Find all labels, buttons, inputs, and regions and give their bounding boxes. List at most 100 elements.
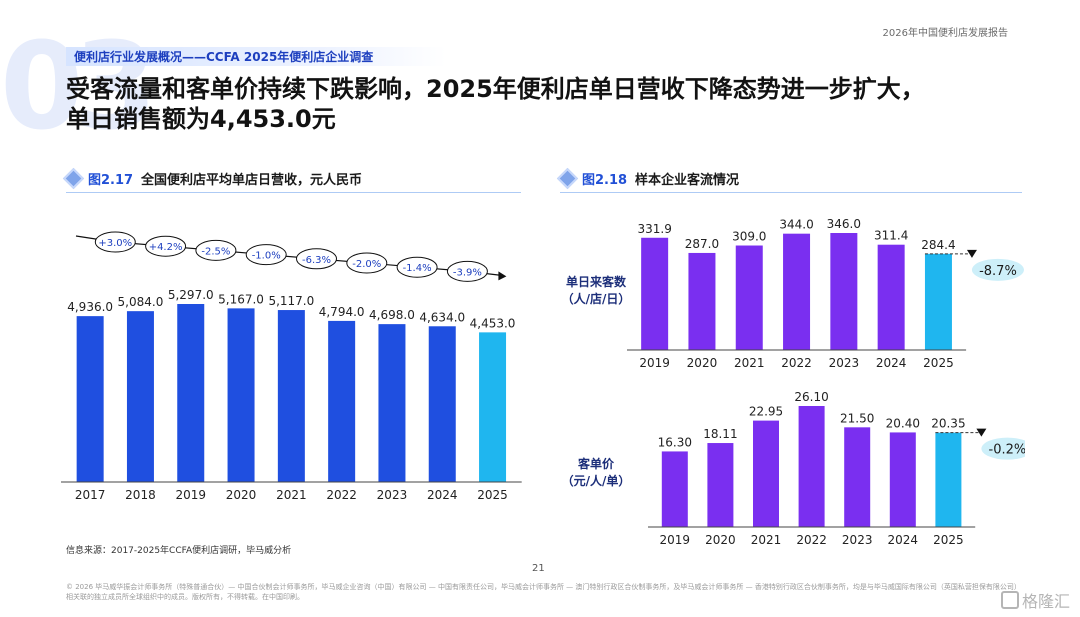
bar xyxy=(753,420,779,527)
x-tick-label: 2022 xyxy=(326,488,357,502)
figure-number: 图2.17 xyxy=(88,173,134,188)
growth-label: -6.3% xyxy=(302,255,331,266)
x-tick-label: 2021 xyxy=(734,356,765,370)
data-label: 5,117.0 xyxy=(268,294,314,308)
average-ticket-bar-chart: 16.30 2019 18.11 2020 22.95 2021 26.10 2022 21.5… xyxy=(648,390,1025,547)
trend-connector-line xyxy=(75,235,502,276)
bar xyxy=(688,252,716,350)
bar xyxy=(707,443,734,527)
source-note: 信息来源：2017-2025年CCFA便利店调研，毕马威分析 xyxy=(66,546,292,556)
x-tick-label: 2023 xyxy=(377,488,408,502)
growth-bubble xyxy=(446,260,488,282)
growth-label: -2.0% xyxy=(352,259,381,270)
bar xyxy=(924,253,952,350)
down-arrow-icon xyxy=(976,428,987,437)
figure-divider xyxy=(560,192,1022,193)
data-label: 346.0 xyxy=(827,217,861,231)
bar xyxy=(378,324,406,482)
bar xyxy=(798,406,825,527)
data-label: 309.0 xyxy=(732,230,766,244)
bar xyxy=(735,245,763,350)
growth-bubble xyxy=(396,256,438,278)
caption-line: （人/店/日） xyxy=(561,292,631,306)
x-tick-label: 2024 xyxy=(876,356,907,370)
data-label: 4,634.0 xyxy=(419,310,465,324)
growth-bubble xyxy=(245,244,287,266)
bar xyxy=(783,233,811,350)
page-headline: 受客流量和客单价持续下跌影响，2025年便利店单日营收下降态势进一步扩大， 单日… xyxy=(66,74,1026,134)
watermark: 格隆汇 xyxy=(1000,588,1070,612)
bar xyxy=(177,304,205,482)
data-label: 5,297.0 xyxy=(168,288,214,302)
x-tick-label: 2025 xyxy=(923,356,954,370)
data-label: 22.95 xyxy=(749,405,783,419)
growth-bubble xyxy=(195,239,237,261)
section-label: 便利店行业发展概况——CCFA 2025年便利店企业调查 xyxy=(74,50,374,64)
y-axis-caption-ticket: 客单价 （元/人/单） xyxy=(557,456,635,490)
bar xyxy=(126,311,154,482)
growth-bubble xyxy=(145,235,187,257)
growth-bubble xyxy=(94,231,136,253)
x-tick-label: 2021 xyxy=(276,488,307,502)
figure-title: 样本企业客流情况 xyxy=(635,173,740,188)
page-number: 21 xyxy=(532,563,545,574)
data-label: 287.0 xyxy=(685,237,719,251)
data-label: 4,794.0 xyxy=(319,305,365,319)
x-tick-label: 2023 xyxy=(829,356,860,370)
headline-line-2: 单日销售额为4,453.0元 xyxy=(66,105,336,133)
x-tick-label: 2018 xyxy=(125,488,156,502)
diamond-icon xyxy=(556,167,579,190)
x-tick-label: 2025 xyxy=(477,488,508,502)
data-label: 18.11 xyxy=(703,427,737,441)
caption-line: 单日来客数 xyxy=(565,275,626,289)
x-tick-label: 2022 xyxy=(796,533,827,547)
caption-line: （元/人/单） xyxy=(561,474,631,488)
down-arrow-icon xyxy=(966,249,977,258)
growth-label: -3.9% xyxy=(453,267,482,278)
figure-divider xyxy=(66,192,521,193)
growth-label: +3.0% xyxy=(98,238,132,249)
bar xyxy=(889,432,916,527)
x-tick-label: 2019 xyxy=(175,488,206,502)
growth-bubble xyxy=(296,248,337,270)
data-label: 4,936.0 xyxy=(67,300,113,314)
arrowhead-icon xyxy=(498,271,507,281)
legal-footer: © 2026 毕马威华振会计师事务所（特殊普通合伙）— 中国合伙制会计师事务所，… xyxy=(66,583,1021,601)
x-tick-label: 2024 xyxy=(888,533,919,547)
figure-heading-2-17: 图2.17 全国便利店平均单店日营收，元人民币 xyxy=(62,167,521,190)
figure-heading-2-18: 图2.18 样本企业客流情况 xyxy=(556,167,1022,190)
growth-label: -1.0% xyxy=(252,251,281,262)
caption-line: 客单价 xyxy=(577,457,614,471)
data-label: 344.0 xyxy=(779,218,813,232)
bar xyxy=(935,432,962,527)
change-label: -0.2% xyxy=(989,443,1025,458)
data-label: 5,084.0 xyxy=(118,295,164,309)
change-label: -8.7% xyxy=(979,264,1017,279)
bar xyxy=(830,233,858,350)
data-label: 16.30 xyxy=(658,435,692,449)
growth-label: -2.5% xyxy=(201,246,230,257)
watermark-logo-icon xyxy=(1000,591,1019,609)
x-tick-label: 2022 xyxy=(781,356,812,370)
bar xyxy=(277,310,305,482)
change-badge xyxy=(971,258,1024,281)
bar xyxy=(227,308,255,482)
x-tick-label: 2020 xyxy=(705,533,736,547)
bar xyxy=(641,237,669,350)
revenue-bar-chart: 4,936.0 2017 5,084.0 2018 5,297.0 2019 5,167.0… xyxy=(61,231,522,502)
data-label: 20.35 xyxy=(931,417,965,431)
change-badge xyxy=(981,437,1025,460)
data-label: 26.10 xyxy=(794,390,828,404)
data-label: 4,453.0 xyxy=(470,316,516,330)
data-label: 20.40 xyxy=(886,416,920,430)
growth-label: -1.4% xyxy=(403,263,432,274)
headline-line-1: 受客流量和客单价持续下跌影响，2025年便利店单日营收下降态势进一步扩大， xyxy=(66,75,925,103)
x-tick-label: 2019 xyxy=(639,356,670,370)
report-name: 2026年中国便利店发展报告 xyxy=(882,28,1008,39)
bar xyxy=(328,320,356,482)
customer-traffic-bar-chart: 331.9 2019 287.0 2020 309.0 2021 344.0 2022 346.… xyxy=(627,217,1024,370)
watermark-text: 格隆汇 xyxy=(1021,592,1070,611)
diamond-icon xyxy=(62,167,85,190)
growth-label: +4.2% xyxy=(149,242,183,253)
figure-number: 图2.18 xyxy=(582,173,628,188)
